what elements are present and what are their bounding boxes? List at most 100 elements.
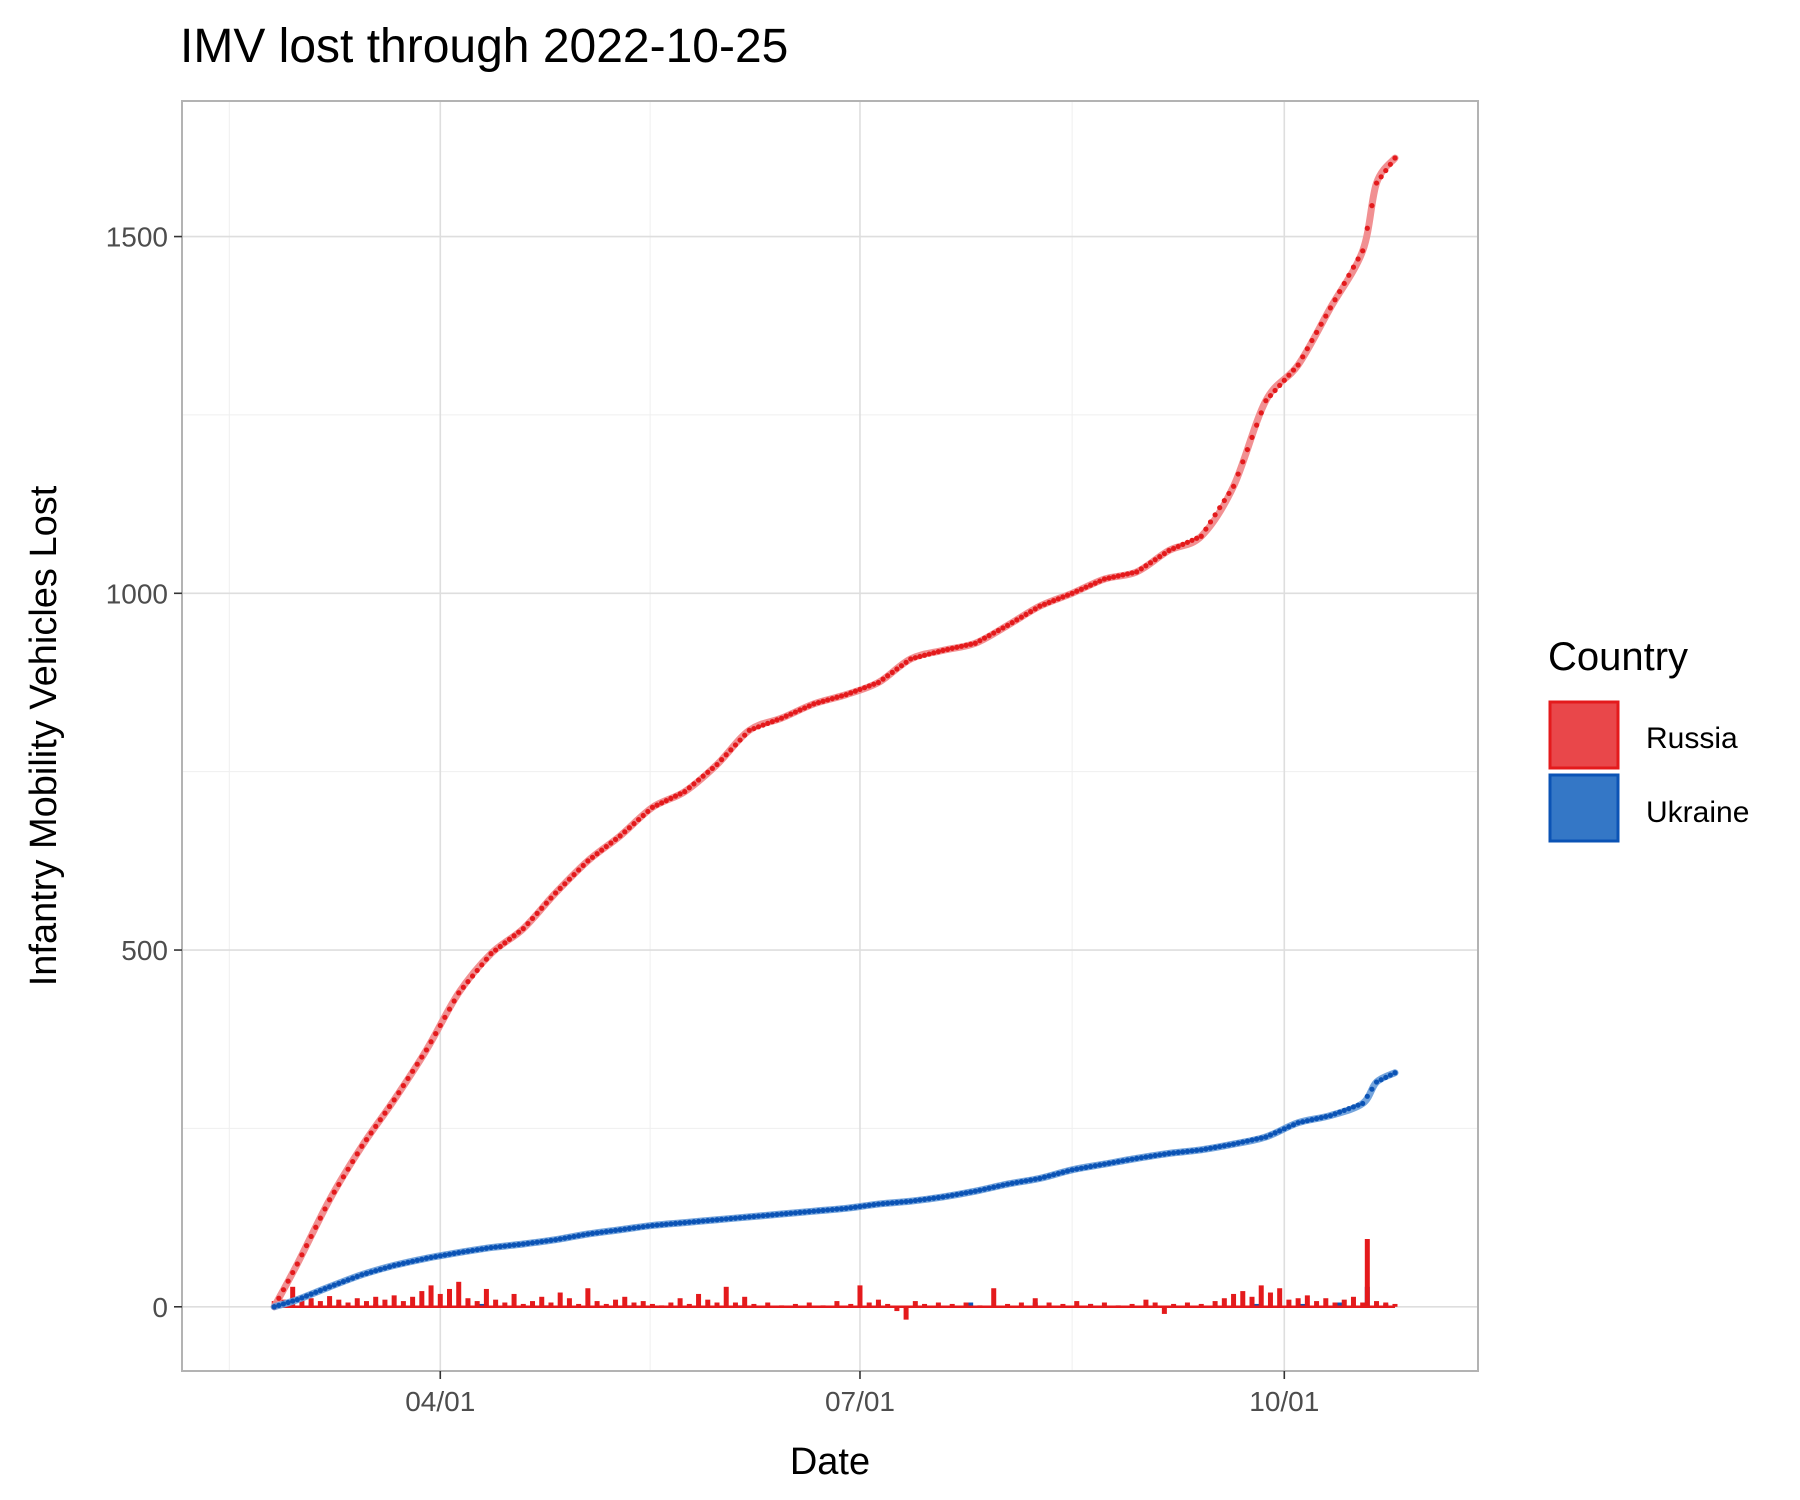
daily-bar-russia <box>585 1288 591 1307</box>
point-russia <box>502 940 508 946</box>
point-ukraine <box>456 1249 462 1256</box>
point-ukraine <box>672 1220 679 1227</box>
daily-bar-russia <box>1161 1306 1167 1314</box>
point-russia <box>1249 434 1255 440</box>
daily-bar-russia <box>308 1298 314 1307</box>
point-ukraine <box>446 1251 453 1257</box>
point-ukraine <box>419 1256 425 1262</box>
point-russia <box>1318 321 1324 327</box>
point-ukraine <box>1207 1145 1214 1151</box>
point-ukraine <box>926 1196 932 1202</box>
point-russia <box>1323 313 1329 319</box>
point-russia <box>1207 519 1214 525</box>
point-ukraine <box>1092 1163 1098 1169</box>
daily-bar-russia <box>1332 1302 1338 1307</box>
point-ukraine <box>617 1227 623 1233</box>
point-russia <box>396 1090 402 1096</box>
point-russia <box>1272 387 1278 394</box>
point-russia <box>1078 586 1084 592</box>
daily-bar-russia <box>765 1302 771 1307</box>
point-russia <box>516 929 522 935</box>
point-ukraine <box>968 1189 974 1195</box>
point-ukraine <box>345 1277 351 1283</box>
point-ukraine <box>1290 1122 1297 1128</box>
point-ukraine <box>1115 1159 1121 1165</box>
point-ukraine <box>506 1242 513 1249</box>
daily-bar-russia <box>696 1293 702 1307</box>
point-russia <box>682 789 688 795</box>
point-ukraine <box>945 1193 951 1199</box>
point-ukraine <box>571 1233 577 1240</box>
point-ukraine <box>1258 1135 1264 1141</box>
daily-bar-russia <box>613 1299 619 1307</box>
point-russia <box>313 1224 319 1230</box>
legend-swatch-ukraine <box>1548 773 1620 843</box>
point-russia <box>857 686 863 693</box>
point-ukraine <box>1235 1140 1241 1146</box>
point-russia <box>1032 606 1038 612</box>
point-russia <box>571 872 577 878</box>
point-russia <box>834 694 840 700</box>
daily-bar-russia <box>474 1301 480 1307</box>
daily-bar-russia <box>1240 1291 1246 1307</box>
point-russia <box>539 905 545 911</box>
point-ukraine <box>1350 1104 1357 1110</box>
point-ukraine <box>1087 1163 1094 1170</box>
point-ukraine <box>1304 1118 1310 1124</box>
point-russia <box>783 713 789 719</box>
daily-bar-russia <box>806 1302 812 1307</box>
point-ukraine <box>1254 1136 1260 1142</box>
point-ukraine <box>1028 1177 1034 1183</box>
point-ukraine <box>1378 1077 1384 1083</box>
daily-bar-russia <box>1101 1302 1107 1307</box>
daily-bar-ukraine <box>1254 1303 1260 1307</box>
point-russia <box>742 732 748 738</box>
point-russia <box>1332 297 1338 303</box>
legend-label-russia: Russia <box>1646 722 1738 755</box>
point-russia <box>981 635 988 641</box>
point-russia <box>1230 483 1237 489</box>
point-russia <box>1120 572 1126 578</box>
point-russia <box>557 885 563 891</box>
point-ukraine <box>1175 1149 1181 1155</box>
daily-bar-russia <box>649 1303 655 1307</box>
point-ukraine <box>894 1199 900 1206</box>
point-russia <box>788 711 794 717</box>
point-russia <box>838 693 845 699</box>
daily-bar-russia <box>1341 1299 1347 1307</box>
daily-bar-russia <box>631 1302 637 1307</box>
daily-bar-russia <box>622 1296 628 1307</box>
point-russia <box>871 681 877 687</box>
point-russia <box>1189 537 1195 543</box>
point-russia <box>474 967 480 974</box>
point-ukraine <box>811 1208 817 1214</box>
daily-bar-russia <box>1360 1302 1366 1307</box>
x-axis: 04/01 07/01 10/01 <box>405 1371 1319 1417</box>
point-russia <box>705 769 711 775</box>
point-ukraine <box>1004 1181 1011 1187</box>
point-ukraine <box>829 1206 835 1213</box>
point-ukraine <box>682 1219 688 1226</box>
point-russia <box>1244 446 1250 453</box>
point-russia <box>1337 289 1343 295</box>
point-russia <box>488 951 494 957</box>
legend-title: Country <box>1548 635 1688 679</box>
point-russia <box>1392 155 1398 161</box>
point-russia <box>852 688 858 694</box>
point-ukraine <box>1129 1156 1135 1162</box>
point-russia <box>755 724 762 730</box>
point-russia <box>576 867 582 873</box>
point-ukraine <box>880 1201 886 1207</box>
point-ukraine <box>654 1222 660 1228</box>
point-russia <box>972 640 978 646</box>
point-russia <box>1074 588 1080 594</box>
point-ukraine <box>1295 1120 1301 1126</box>
point-russia <box>940 647 946 653</box>
daily-bar-russia <box>363 1301 369 1307</box>
point-russia <box>363 1137 370 1143</box>
point-ukraine <box>1064 1168 1071 1174</box>
point-ukraine <box>848 1205 854 1211</box>
daily-bar-ukraine <box>1300 1303 1306 1307</box>
point-russia <box>400 1083 406 1089</box>
point-ukraine <box>336 1280 342 1286</box>
